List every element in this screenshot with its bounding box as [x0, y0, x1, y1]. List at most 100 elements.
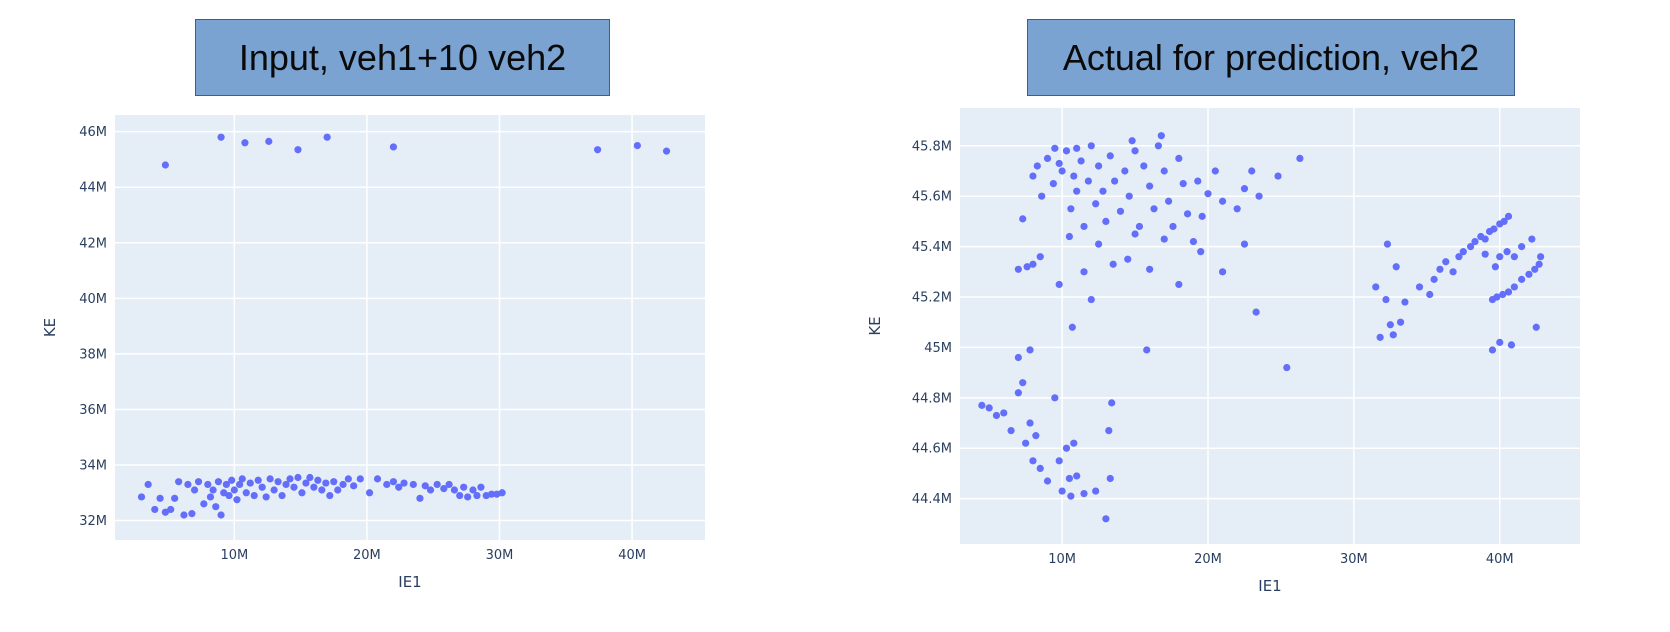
chart-1-title: Input, veh1+10 veh2 — [195, 19, 610, 96]
chart-1-data-point — [180, 511, 188, 519]
chart-1-data-point — [344, 475, 352, 483]
chart-2-data-point — [1383, 240, 1392, 248]
chart-2-data-point — [1067, 205, 1075, 213]
chart-2-data-point — [1108, 399, 1116, 407]
chart-1-data-point — [151, 505, 159, 514]
chart-1-data-point — [290, 483, 298, 491]
chart-1-data-point — [242, 489, 250, 497]
chart-2-data-point — [1518, 243, 1526, 251]
chart-2-data-point — [1449, 268, 1457, 276]
chart-2-data-point — [1033, 162, 1041, 170]
chart-1-data-point — [270, 486, 278, 494]
chart-2-y-tick-label: 45.2M — [912, 291, 952, 306]
chart-2-data-point — [1392, 263, 1400, 271]
chart-1-data-point — [426, 486, 435, 494]
chart-2-y-axis-title: KE — [866, 316, 884, 335]
chart-1-data-point — [440, 485, 448, 493]
chart-1-data-point — [144, 480, 152, 489]
chart-1-data-point — [254, 476, 262, 484]
chart-2-y-tick-label: 45.4M — [912, 240, 952, 255]
chart-2-data-point — [1531, 265, 1539, 273]
chart-2-data-point — [1073, 144, 1081, 152]
chart-1-data-point — [389, 478, 398, 486]
chart-2-data-point — [1283, 363, 1291, 372]
chart-1-data-point — [238, 475, 246, 483]
chart-1-data-point — [339, 480, 347, 489]
chart-2-data-point — [1537, 253, 1545, 261]
chart-2-data-point — [1194, 177, 1202, 185]
chart-2-data-point — [1124, 255, 1132, 263]
chart-2-data-point — [1491, 263, 1499, 271]
chart-2-data-point — [1146, 182, 1154, 190]
chart-2-data-point — [1026, 346, 1034, 354]
chart-1-data-point — [230, 486, 238, 494]
chart-2-data-point — [1197, 248, 1205, 256]
chart-1-data-point — [350, 482, 358, 490]
chart-2-data-point — [1019, 379, 1027, 387]
chart-1-data-point — [464, 493, 472, 501]
chart-1-data-point — [206, 493, 215, 501]
chart-2-data-point — [1135, 222, 1144, 231]
chart-1-data-point — [323, 133, 331, 141]
chart-1-data-point — [322, 479, 330, 487]
chart-1-data-point — [286, 475, 294, 483]
chart-2-data-point — [1106, 152, 1114, 160]
chart-2-data-point — [1415, 283, 1424, 291]
chart-1-x-tick-label: 20M — [353, 548, 381, 563]
chart-2-data-point — [1065, 232, 1074, 241]
chart-2-data-point — [1211, 167, 1219, 175]
chart-2-data-point — [1080, 222, 1088, 231]
chart-1-data-point — [314, 476, 322, 484]
chart-1-data-point — [217, 133, 225, 141]
chart-2-data-point — [1500, 217, 1508, 226]
chart-2-data-point — [1233, 205, 1241, 213]
chart-2-data-point — [1240, 185, 1249, 193]
chart-2-data-point — [1080, 489, 1088, 498]
chart-1-y-tick-label: 36M — [79, 403, 107, 418]
chart-2-data-point — [1466, 243, 1475, 251]
chart-1-data-point — [274, 478, 282, 486]
chart-2-x-tick-label: 30M — [1340, 552, 1368, 567]
chart-1-data-point — [433, 480, 441, 489]
chart-1-y-tick-label: 42M — [79, 236, 107, 251]
chart-1-data-point — [445, 480, 453, 489]
chart-2-x-tick-label: 10M — [1048, 552, 1076, 567]
chart-1-data-point — [334, 486, 342, 494]
chart-1-data-point — [200, 500, 208, 508]
chart-2-y-tick-label: 45.8M — [912, 139, 952, 154]
chart-1-y-tick-label: 32M — [79, 514, 107, 529]
chart-2-data-point — [1382, 295, 1390, 304]
chart-2-data-point — [1029, 457, 1037, 465]
chart-1-data-point — [365, 489, 374, 497]
chart-2-y-tick-label: 45M — [924, 341, 952, 356]
chart-2-data-point — [1131, 147, 1139, 155]
chart-2-data-point — [1154, 142, 1162, 150]
chart-1-data-point — [258, 483, 266, 491]
chart-1-data-point — [241, 139, 249, 147]
chart-2-data-point — [1488, 346, 1497, 354]
chart-2-y-tick-label: 44.8M — [912, 391, 952, 406]
chart-2-data-point — [1032, 432, 1040, 440]
chart-1-data-point — [416, 494, 424, 502]
chart-1-data-point — [171, 494, 179, 502]
chart-2-data-point — [1189, 237, 1198, 246]
chart-2-data-point — [1252, 308, 1260, 316]
chart-2-data-point — [1049, 180, 1057, 188]
chart-2-data-point — [1274, 172, 1282, 180]
chart-2-data-point — [1255, 192, 1263, 200]
chart-2-data-point — [1218, 197, 1227, 205]
chart-2-data-point — [1183, 210, 1192, 218]
chart-2-data-point — [1068, 323, 1076, 331]
chart-2-data-point — [1038, 192, 1046, 200]
chart-2-data-point — [1455, 253, 1463, 261]
chart-1-data-point — [633, 141, 641, 150]
chart-2-data-point — [1496, 338, 1504, 346]
chart-1-y-tick-label: 40M — [79, 292, 107, 307]
chart-2-data-point — [1070, 439, 1078, 447]
chart-2-y-tick-label: 45.6M — [912, 190, 952, 205]
chart-2-data-point — [992, 411, 1001, 420]
chart-1-data-point — [204, 480, 212, 489]
chart-2-data-point — [1436, 265, 1444, 273]
chart-2-data-point — [1029, 172, 1037, 180]
chart-1-data-point — [477, 483, 485, 491]
